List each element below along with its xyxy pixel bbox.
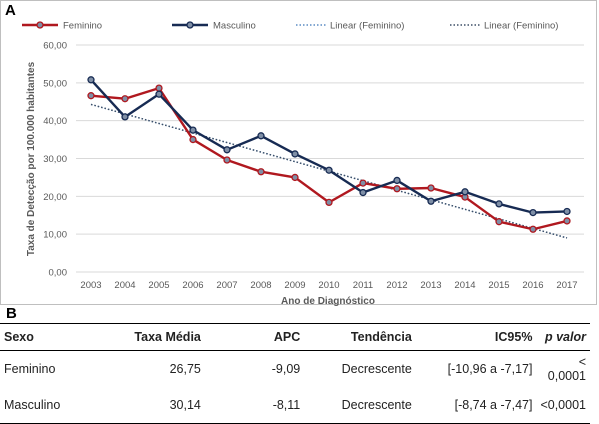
cell-taxa-media: 26,75	[169, 362, 201, 376]
header-p-valor: p valor	[536, 323, 590, 351]
data-point	[257, 168, 265, 176]
y-tick-label: 50,00	[43, 78, 67, 89]
x-tick-label: 2012	[386, 280, 407, 291]
x-tick-label: 2006	[182, 280, 203, 291]
table-header-row: Sexo Taxa Média APC Tendência IC95% p va…	[0, 323, 590, 351]
data-point	[291, 173, 299, 182]
data-point	[495, 218, 503, 226]
cell-apc: -9,09	[271, 362, 301, 376]
data-point	[325, 166, 333, 174]
y-tick-label: 0,00	[49, 268, 68, 279]
data-point	[359, 179, 367, 187]
header-tendencia: Tendência	[304, 323, 416, 351]
x-tick-label: 2014	[454, 280, 475, 291]
legend-entry: Feminino	[63, 21, 102, 32]
data-point	[529, 225, 537, 233]
data-point	[257, 132, 265, 140]
gridlines	[76, 44, 584, 273]
x-tick-label: 2015	[488, 280, 509, 291]
panel-label-b: B	[6, 305, 17, 322]
x-tick-label: 2003	[80, 280, 101, 291]
x-tick-label: 2011	[353, 280, 373, 291]
data-point	[325, 198, 333, 207]
data-point	[87, 92, 95, 100]
data-point	[189, 126, 197, 134]
cell-apc: -8,11	[204, 387, 305, 424]
panel-label-a: A	[5, 2, 16, 19]
data-point	[121, 113, 129, 121]
x-axis-title: Ano de Diagnóstico	[281, 296, 375, 306]
x-tick-label: 2009	[284, 280, 305, 291]
data-point	[529, 208, 537, 217]
x-tick-label: 2013	[420, 280, 441, 291]
x-tick-label: 2008	[250, 280, 271, 291]
header-ic95: IC95%	[415, 323, 537, 351]
table-row: Masculino 30,14 -8,11 Decrescente [-8,74…	[0, 387, 590, 424]
cell-p-valor: < 0,0001	[547, 355, 586, 383]
y-tick-label: 40,00	[43, 116, 67, 127]
series-line	[90, 78, 568, 214]
y-tick-label: 30,00	[43, 154, 67, 165]
line-chart: 0,00 10,00 20,00 30,00 40,00 50,00 60,00 2003 20…	[22, 21, 584, 307]
data-series	[87, 76, 571, 233]
y-axis-title: Taxa de Detecção por 100.000 habitantes	[26, 61, 37, 256]
y-tick-label: 20,00	[43, 192, 67, 203]
axis-ticks: 0,00 10,00 20,00 30,00 40,00 50,00 60,00 2003 20…	[43, 41, 577, 292]
header-apc: APC	[204, 323, 305, 351]
chart-panel: 0,00 10,00 20,00 30,00 40,00 50,00 60,00 2003 20…	[0, 0, 597, 307]
x-tick-label: 2007	[216, 280, 237, 291]
data-point	[427, 197, 435, 205]
data-point	[461, 188, 469, 196]
data-point	[393, 176, 401, 185]
data-point	[121, 95, 129, 103]
legend-entry: Linear (Feminino)	[330, 21, 404, 32]
data-point	[155, 90, 163, 98]
data-point	[223, 146, 231, 154]
x-tick-label: 2010	[318, 280, 339, 291]
cell-p-valor: <0,0001	[536, 387, 590, 424]
cell-sexo: Feminino	[4, 362, 56, 376]
data-point	[393, 185, 401, 193]
table-row: Feminino 26,75 -9,09 Decrescente [-10,96…	[0, 351, 590, 388]
x-tick-label: 2004	[114, 280, 135, 291]
legend-marker-point	[186, 21, 194, 29]
data-point	[291, 150, 299, 158]
data-point	[563, 217, 571, 225]
legend-marker-point	[36, 21, 44, 29]
y-tick-label: 60,00	[43, 41, 67, 52]
cell-ic95: [-10,96 a -7,17]	[447, 362, 533, 376]
cell-tendencia: Decrescente	[304, 387, 416, 424]
cell-tendencia: Decrescente	[341, 362, 412, 376]
cell-taxa-media: 30,14	[97, 387, 205, 424]
legend: Feminino Masculino Linear (Feminino) Linear…	[22, 21, 558, 32]
legend-entry: Masculino	[213, 21, 256, 32]
cell-ic95: [-8,74 a -7,47]	[415, 387, 537, 424]
data-point	[189, 135, 197, 144]
header-sexo: Sexo	[0, 323, 98, 351]
data-point	[563, 207, 571, 216]
legend-entry: Linear (Feminino)	[484, 21, 558, 32]
data-point	[223, 156, 231, 164]
data-point	[359, 188, 367, 197]
data-point	[495, 200, 503, 208]
cell-sexo: Masculino	[0, 387, 98, 424]
x-tick-label: 2017	[556, 280, 577, 291]
data-point	[155, 84, 163, 92]
x-tick-label: 2005	[148, 280, 169, 291]
header-taxa-media: Taxa Média	[97, 323, 205, 351]
y-tick-label: 10,00	[43, 230, 67, 241]
data-point	[427, 184, 435, 192]
data-point	[87, 76, 95, 84]
statistics-table: Sexo Taxa Média APC Tendência IC95% p va…	[0, 323, 590, 424]
x-tick-label: 2016	[522, 280, 543, 291]
